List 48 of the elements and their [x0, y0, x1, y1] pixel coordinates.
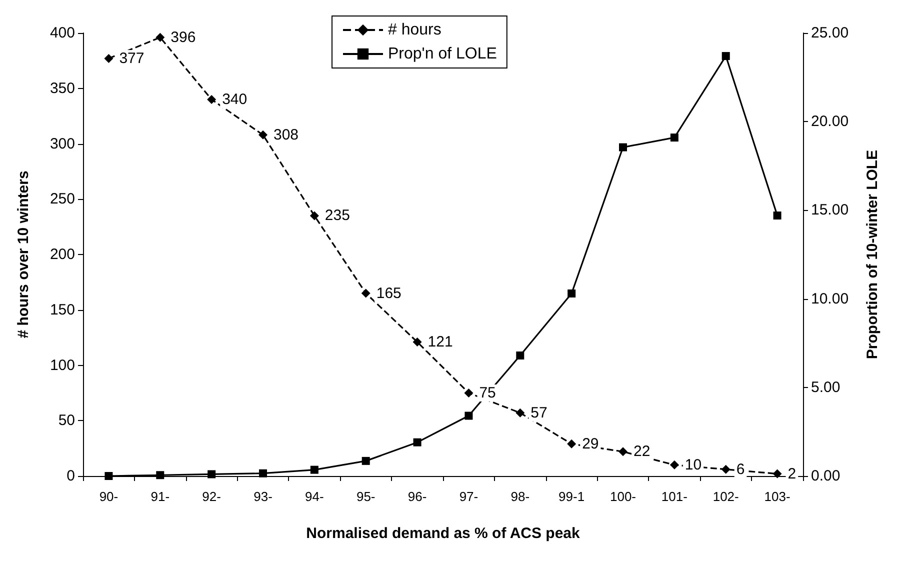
x-tick-label: 97- [459, 489, 478, 504]
y2-tick-label: 20.00 [811, 113, 849, 130]
x-tick-label: 99-1 [558, 489, 585, 504]
data-label: 10 [684, 456, 702, 474]
x-tick-label: 102- [712, 489, 739, 504]
y-tick-label: 0 [66, 468, 75, 484]
y-tick-label: 300 [50, 135, 75, 152]
y2-tick-label: 5.00 [811, 378, 840, 396]
y2-tick-label: 15.00 [811, 202, 849, 219]
y-tick-label: 50 [58, 412, 75, 430]
y-axis-title: # hours over 10 winters [15, 170, 32, 338]
y-tick-label: 200 [50, 246, 75, 263]
y-tick-label: 100 [50, 356, 75, 374]
data-label: 6 [736, 460, 745, 478]
data-label: 75 [479, 384, 496, 402]
y2-tick-label: 0.00 [811, 468, 840, 484]
data-label: 2 [788, 465, 796, 482]
y-tick-label: 350 [50, 80, 75, 97]
y2-axis-title: Proportion of 10-winter LOLE [864, 150, 881, 360]
x-tick-label: 103- [764, 489, 790, 504]
x-tick-label: 92- [202, 489, 221, 504]
x-tick-label: 101- [661, 489, 688, 504]
x-tick-label: 95- [356, 489, 376, 504]
data-label: 235 [324, 207, 350, 224]
data-label: 29 [582, 435, 599, 452]
y-tick-label: 400 [50, 24, 75, 42]
data-label: 377 [119, 50, 144, 67]
x-axis-title: Normalised demand as % of ACS peak [306, 525, 580, 542]
x-tick-label: 98- [510, 489, 530, 504]
data-label: 308 [274, 126, 299, 144]
data-label: 165 [376, 284, 402, 302]
x-tick-label: 94- [305, 489, 324, 504]
data-label: 22 [634, 443, 650, 460]
x-tick-label: 90- [99, 489, 118, 504]
data-label: 57 [530, 404, 548, 422]
x-tick-label: 93- [254, 489, 272, 504]
x-tick-label: 91- [150, 489, 170, 504]
legend-label: # hours [388, 22, 442, 38]
data-label: 340 [222, 90, 248, 108]
y2-tick-label: 10.00 [811, 290, 849, 308]
y-tick-label: 150 [50, 301, 75, 318]
legend-label: Prop'n of LOLE [388, 46, 497, 62]
data-label: 396 [170, 28, 196, 46]
data-label: 121 [428, 333, 453, 350]
x-tick-label: 100- [610, 489, 636, 504]
y2-tick-label: 25.00 [811, 24, 849, 42]
x-tick-label: 96- [408, 489, 427, 504]
y-tick-label: 250 [50, 190, 75, 208]
